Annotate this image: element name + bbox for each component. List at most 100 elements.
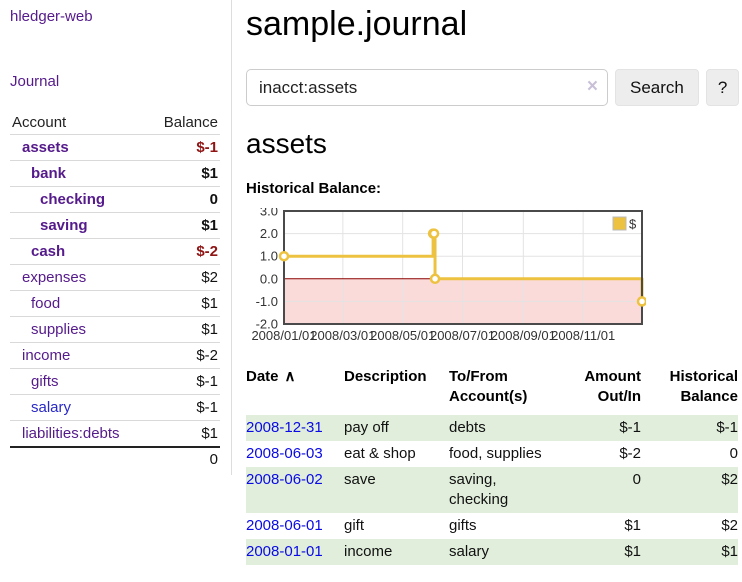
account-link[interactable]: bank <box>31 165 67 182</box>
account-link[interactable]: liabilities:debts <box>22 425 120 442</box>
account-name-cell: salary <box>10 395 148 421</box>
account-row: checking 0 <box>10 186 220 213</box>
register-row: 2008-01-01 income salary $1 $1 <box>246 539 738 565</box>
transaction-date-link[interactable]: 2008-06-02 <box>246 471 323 488</box>
account-heading: assets <box>246 128 327 159</box>
register-row: 2008-06-02 save saving, checking 0 $2 <box>246 467 738 513</box>
balance-cell: $1 <box>721 543 738 560</box>
account-balance: $-1 <box>196 139 218 156</box>
app-brand-link[interactable]: hledger-web <box>10 8 93 25</box>
account-balance: $1 <box>201 321 218 338</box>
y-axis-label: 0.0 <box>260 271 278 286</box>
main-content: sample.journal × Search ? assets Histori… <box>232 0 742 565</box>
date-cell: 2008-06-01 <box>246 513 344 539</box>
account-name-cell: cash <box>10 239 148 265</box>
accounts-total-spacer <box>10 446 148 471</box>
y-axis-label: 2.0 <box>260 226 278 241</box>
description-cell: pay off <box>344 419 389 436</box>
account-row: expenses $2 <box>10 264 220 291</box>
account-name-cell: income <box>10 343 148 369</box>
transaction-date-link[interactable]: 2008-06-03 <box>246 445 323 462</box>
x-axis-label: 2008/07/01 <box>430 328 495 343</box>
account-link[interactable]: food <box>31 295 61 312</box>
account-row: bank $1 <box>10 160 220 187</box>
accounts-cell: gifts <box>449 517 477 534</box>
clear-search-icon[interactable]: × <box>586 76 598 97</box>
account-link[interactable]: expenses <box>22 269 87 286</box>
transaction-date-link[interactable]: 2008-12-31 <box>246 419 323 436</box>
amount-cell: $-1 <box>619 419 641 436</box>
balance-cell: $2 <box>721 517 738 534</box>
account-link[interactable]: gifts <box>31 373 59 390</box>
date-cell: 2008-12-31 <box>246 415 344 441</box>
balance-cell: $-1 <box>716 419 738 436</box>
account-name-cell: checking <box>10 187 148 213</box>
accounts-body: assets $-1 bank $1 checking 0 saving $1 cash $-2 e… <box>10 134 220 448</box>
account-balance: $-1 <box>196 373 218 390</box>
balance-cell: 0 <box>729 445 738 462</box>
amount-cell: $-2 <box>619 445 641 462</box>
help-button[interactable]: ? <box>705 69 740 106</box>
search-input[interactable] <box>246 69 608 106</box>
account-balance: $-2 <box>196 347 218 364</box>
account-row: supplies $1 <box>10 316 220 343</box>
account-balance: $1 <box>201 217 218 234</box>
account-balance: $2 <box>201 269 218 286</box>
account-name-cell: liabilities:debts <box>10 421 148 448</box>
plot-border <box>283 210 643 325</box>
journal-link[interactable]: Journal <box>10 73 60 90</box>
description-cell: income <box>344 543 393 560</box>
date-cell: 2008-06-03 <box>246 441 344 467</box>
x-axis-label: 2008/03/01 <box>310 328 375 343</box>
data-point-marker <box>636 296 646 307</box>
account-link[interactable]: supplies <box>31 321 87 338</box>
data-point-marker <box>429 273 441 285</box>
amount-cell: $1 <box>624 543 641 560</box>
register-row: 2008-12-31 pay off debts $-1 $-1 <box>246 415 738 441</box>
account-row: gifts $-1 <box>10 368 220 395</box>
search-bar: × Search ? <box>246 69 742 106</box>
register-body: 2008-12-31 pay off debts $-1 $-1 2008-06-03 ea… <box>246 415 738 565</box>
accounts-cell: debts <box>449 419 486 436</box>
account-link[interactable]: checking <box>40 191 106 208</box>
account-link[interactable]: assets <box>22 139 69 156</box>
account-row: salary $-1 <box>10 394 220 421</box>
account-link[interactable]: salary <box>31 399 72 416</box>
legend-label: $ <box>629 217 637 232</box>
account-row: food $1 <box>10 290 220 317</box>
search-input-wrap: × <box>246 69 608 106</box>
account-link[interactable]: income <box>22 347 71 364</box>
register-header-balance: Historical Balance <box>669 368 738 405</box>
account-name-cell: supplies <box>10 317 148 343</box>
date-cell: 2008-01-01 <box>246 539 344 565</box>
legend-swatch <box>612 216 627 231</box>
account-row: assets $-1 <box>10 134 220 161</box>
x-axis-label: 2008/05/01 <box>370 328 435 343</box>
accounts-header-account: Account <box>12 114 67 131</box>
sort-ascending-icon: ∧ <box>284 368 296 385</box>
x-axis-label: 2008/09/01 <box>491 328 556 343</box>
transaction-date-link[interactable]: 2008-06-01 <box>246 517 323 534</box>
accounts-header-balance: Balance <box>163 114 218 131</box>
account-row: income $-2 <box>10 342 220 369</box>
accounts-cell: food, supplies <box>449 445 542 462</box>
y-axis-label: 3.0 <box>260 208 278 219</box>
page-title: sample.journal <box>246 5 468 43</box>
accounts-cell: saving, checking <box>449 471 509 508</box>
account-name-cell: expenses <box>10 265 148 291</box>
account-name-cell: gifts <box>10 369 148 395</box>
account-row: liabilities:debts $1 <box>10 420 220 448</box>
register-header-date: Date ∧ <box>246 368 296 385</box>
accounts-total-value: 0 <box>147 446 220 471</box>
x-axis-label: 2008/01/01 <box>251 328 316 343</box>
date-cell: 2008-06-02 <box>246 467 344 513</box>
account-balance: 0 <box>209 191 218 208</box>
amount-cell: 0 <box>632 471 641 488</box>
transaction-date-link[interactable]: 2008-01-01 <box>246 543 323 560</box>
search-button[interactable]: Search <box>615 69 699 106</box>
historical-balance-chart[interactable]: 3.0 2.0 1.0 0.0 -1.0 -2.02008/01/012008/03/01… <box>246 208 646 348</box>
account-link[interactable]: cash <box>31 243 66 260</box>
y-axis-label: 1.0 <box>260 249 278 264</box>
x-axis-label: 2008/11/01 <box>551 328 615 343</box>
account-link[interactable]: saving <box>40 217 88 234</box>
